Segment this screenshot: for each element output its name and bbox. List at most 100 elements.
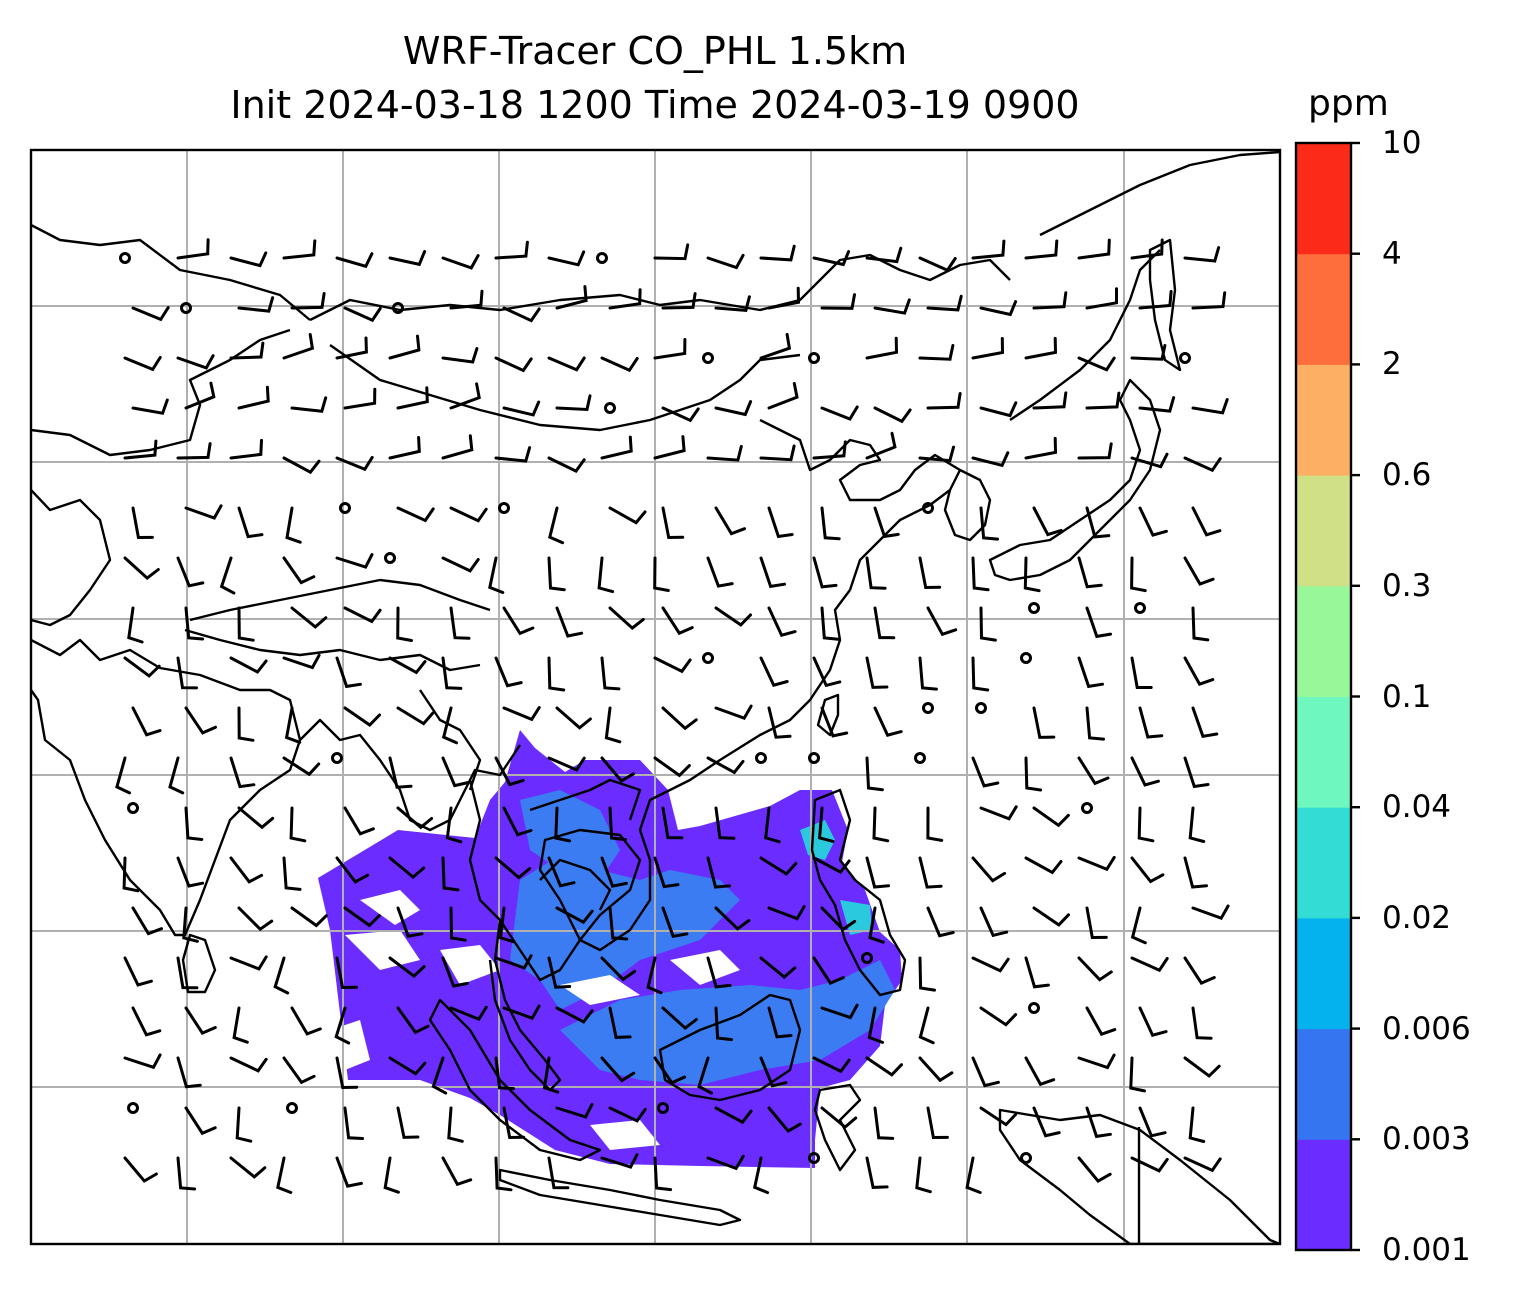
wind-barb — [759, 856, 798, 876]
coastline-japan — [988, 378, 1162, 582]
wind-barb — [1024, 436, 1058, 460]
wind-barb — [343, 387, 377, 410]
wind-barb — [123, 656, 161, 678]
wind-barb — [441, 556, 480, 573]
plume-gap — [590, 1120, 660, 1150]
wind-barb — [979, 401, 1018, 418]
wind-barb — [383, 1156, 400, 1194]
wind-barb — [1138, 706, 1164, 739]
wind-barb — [547, 1156, 570, 1190]
wind-barb — [979, 1006, 1018, 1027]
wind-barb — [131, 398, 169, 415]
wind-barb — [714, 806, 736, 840]
wind-barb — [1138, 1106, 1167, 1138]
wind-barb — [229, 341, 265, 360]
wind-barb — [176, 1156, 197, 1191]
calm-wind-circle — [1179, 352, 1191, 364]
wind-barb — [600, 756, 635, 783]
wind-barb — [697, 1056, 713, 1095]
wind-barb — [597, 556, 615, 594]
wind-barb — [229, 955, 268, 971]
wind-barb — [237, 385, 270, 410]
calm-wind-circle — [922, 702, 934, 714]
wind-barb — [820, 506, 841, 541]
wind-barb — [759, 956, 797, 979]
calm-wind-circle — [861, 952, 873, 964]
wind-barb — [873, 298, 911, 315]
wind-barb — [706, 253, 745, 270]
wind-barb — [865, 856, 891, 889]
wind-barb — [1138, 1006, 1168, 1037]
wind-barb — [873, 1106, 895, 1140]
wind-barb — [1032, 1106, 1061, 1138]
wind-barb — [343, 906, 381, 928]
wind-barb — [767, 1006, 793, 1039]
coastline-sulawesi — [813, 1083, 862, 1172]
wind-barb — [1183, 1156, 1222, 1173]
wind-barb — [1183, 656, 1215, 687]
wind-barb — [229, 1156, 267, 1179]
coastline-north-coast — [1009, 249, 1161, 421]
wind-barb — [1183, 856, 1208, 889]
wind-barb — [653, 1056, 687, 1085]
calm-wind-circle — [808, 752, 820, 764]
wind-barb — [449, 906, 467, 942]
wind-barb — [123, 1156, 158, 1183]
coastline-sakhalin-kamchatka — [1148, 238, 1182, 372]
coastline-philippines — [810, 788, 907, 997]
wind-barb — [873, 506, 900, 539]
wind-barb — [653, 338, 687, 360]
wind-barb — [1191, 706, 1219, 738]
wind-barb — [1130, 756, 1160, 787]
wind-barb — [1138, 290, 1173, 310]
wind-barb — [971, 956, 1010, 973]
wind-barb — [873, 406, 912, 424]
wind-barb — [646, 956, 663, 995]
wind-barb — [284, 706, 302, 744]
calm-wind-circle — [1020, 652, 1032, 664]
wind-barb — [176, 556, 205, 588]
wind-barb — [547, 756, 586, 772]
wind-barb — [555, 285, 588, 310]
colorbar-bands — [1296, 143, 1351, 1251]
wind-barb — [343, 306, 382, 323]
wind-barb — [176, 442, 212, 460]
wind-barb — [1077, 756, 1110, 786]
wind-barb — [232, 1006, 249, 1044]
wind-barb — [1077, 656, 1104, 689]
wind-barb — [388, 756, 413, 789]
wind-barb — [1191, 398, 1229, 415]
map-title-line-2: Init 2024-03-18 1200 Time 2024-03-19 090… — [230, 83, 1080, 127]
wind-barb — [918, 256, 957, 273]
wind-barb — [555, 606, 584, 638]
wind-barb — [918, 445, 955, 463]
coastline-sri-lanka — [181, 933, 217, 994]
colorbar-tick-label: 2 — [1382, 346, 1402, 383]
wind-barb — [812, 656, 842, 688]
wind-barb — [449, 1005, 488, 1022]
colorbar-band — [1296, 475, 1351, 587]
wind-barb — [1077, 556, 1103, 589]
wind-barb — [1077, 442, 1113, 460]
wind-barb — [926, 906, 955, 938]
wind-barb — [1191, 606, 1210, 642]
wind-barb — [767, 382, 799, 410]
wind-barb — [396, 806, 434, 830]
wind-barb — [926, 1106, 949, 1140]
plume-gap — [345, 930, 420, 970]
wind-barb — [653, 556, 670, 592]
wind-barb — [1085, 1106, 1112, 1139]
wind-barb — [865, 756, 884, 792]
wind-barb — [555, 1102, 594, 1119]
calm-wind-circle — [384, 552, 396, 564]
wind-barb — [282, 756, 321, 777]
wind-barb — [661, 506, 685, 540]
calm-wind-circle — [596, 252, 608, 264]
wind-barb — [219, 556, 236, 595]
border-india-pakistan — [31, 489, 112, 627]
wind-barb — [1085, 906, 1108, 940]
wind-barb — [282, 456, 321, 475]
wind-barb — [441, 756, 470, 788]
wind-barb — [184, 381, 216, 410]
wind-barb — [449, 382, 481, 410]
